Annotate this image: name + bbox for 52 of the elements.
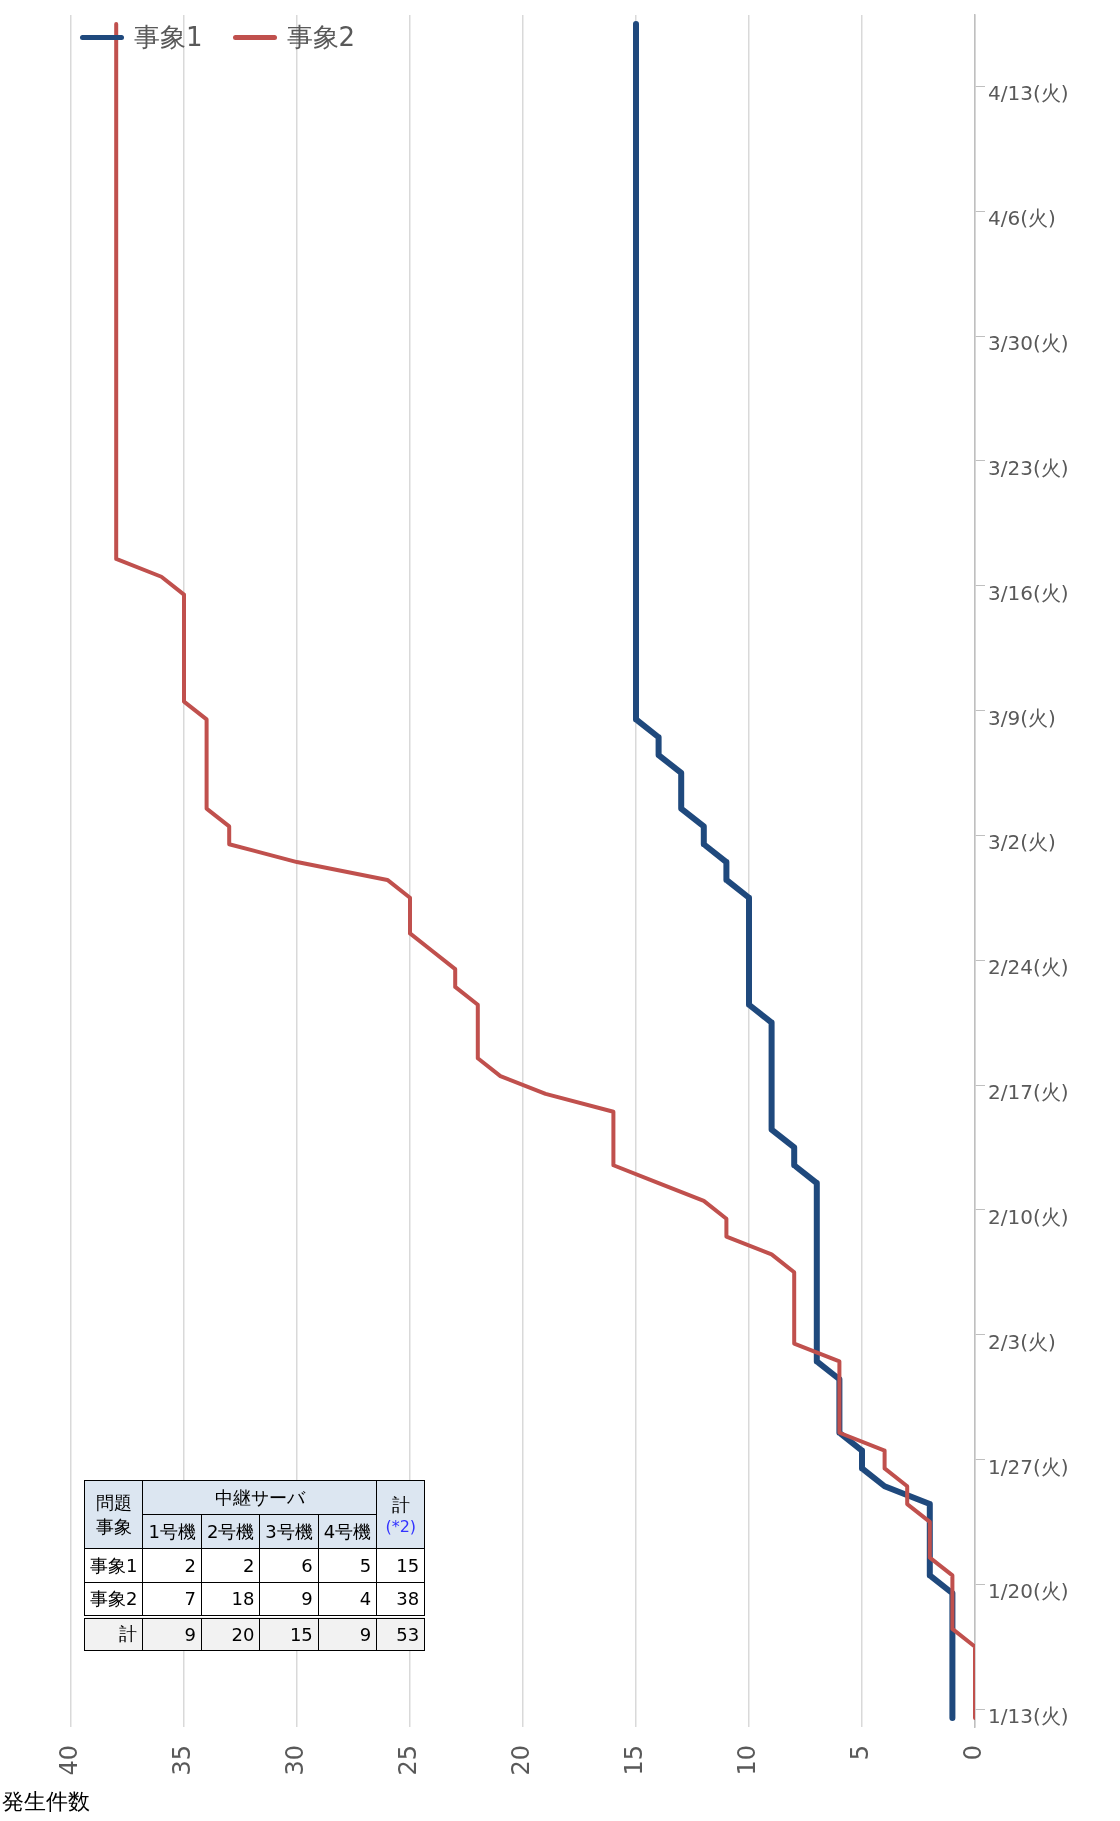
data-label: 2 (201, 1548, 260, 1583)
x-axis-title: 発生件数 (2, 1788, 90, 1816)
data-label: 15 (376, 1548, 425, 1583)
data-label: 4 (318, 1582, 377, 1617)
legend-label: 事象1 (134, 21, 203, 54)
data-label: 53 (376, 1616, 425, 1651)
x-tick-label: 15 (620, 1745, 649, 1776)
data-label: 20 (201, 1616, 260, 1651)
data-label: 9 (259, 1582, 319, 1617)
y-tick-label: 1/20(火) (988, 1579, 1069, 1604)
x-tick-label: 10 (733, 1745, 762, 1776)
x-tick-label: 2号機 (201, 1514, 260, 1549)
y-tick-label: 2/10(火) (988, 1204, 1069, 1229)
data-label: 38 (376, 1582, 425, 1617)
x-tick-label: 40 (55, 1745, 84, 1776)
x-tick-label: 30 (281, 1745, 310, 1776)
x-tick-label: 20 (507, 1745, 536, 1776)
annotation: 事象 (94, 1514, 133, 1539)
x-tick-label: 5 (846, 1745, 875, 1761)
x-tick-label: 35 (168, 1745, 197, 1776)
data-label: 5 (318, 1548, 377, 1583)
x-tick-label: 0 (959, 1745, 988, 1761)
annotation: 問題 (94, 1490, 133, 1515)
y-tick-label: 計 (84, 1616, 143, 1651)
y-tick-label: 4/13(火) (988, 81, 1069, 106)
y-tick-label: 3/23(火) (988, 455, 1069, 480)
legend-label: 事象2 (286, 21, 356, 54)
y-tick-label: 事象1 (84, 1548, 143, 1583)
chart-title: 中継サーバ (142, 1480, 377, 1515)
annotation: (*2) (384, 1517, 418, 1536)
x-tick-label: 3号機 (259, 1514, 319, 1549)
y-tick-label: 3/2(火) (988, 830, 1056, 855)
data-label: 7 (142, 1582, 202, 1617)
y-tick-label: 3/30(火) (988, 331, 1069, 356)
x-tick-label: 1号機 (142, 1514, 202, 1549)
data-label: 18 (201, 1582, 260, 1617)
y-tick-label: 4/6(火) (988, 206, 1056, 231)
data-label: 9 (318, 1616, 377, 1651)
y-tick-label: 2/17(火) (988, 1080, 1069, 1105)
data-label: 6 (259, 1548, 319, 1583)
y-tick-label: 1/27(火) (988, 1454, 1069, 1479)
data-label: 2 (142, 1548, 202, 1583)
y-tick-label: 3/9(火) (988, 705, 1056, 730)
x-tick-label: 4号機 (318, 1514, 377, 1549)
x-tick-label: 25 (394, 1745, 423, 1776)
y-tick-label: 2/24(火) (988, 955, 1069, 980)
y-tick-label: 1/13(火) (988, 1704, 1069, 1729)
y-tick-label: 事象2 (84, 1582, 143, 1617)
y-tick-label: 3/16(火) (988, 580, 1069, 605)
y-tick-label: 2/3(火) (988, 1329, 1056, 1354)
data-label: 15 (259, 1616, 319, 1651)
data-label: 9 (142, 1616, 202, 1651)
